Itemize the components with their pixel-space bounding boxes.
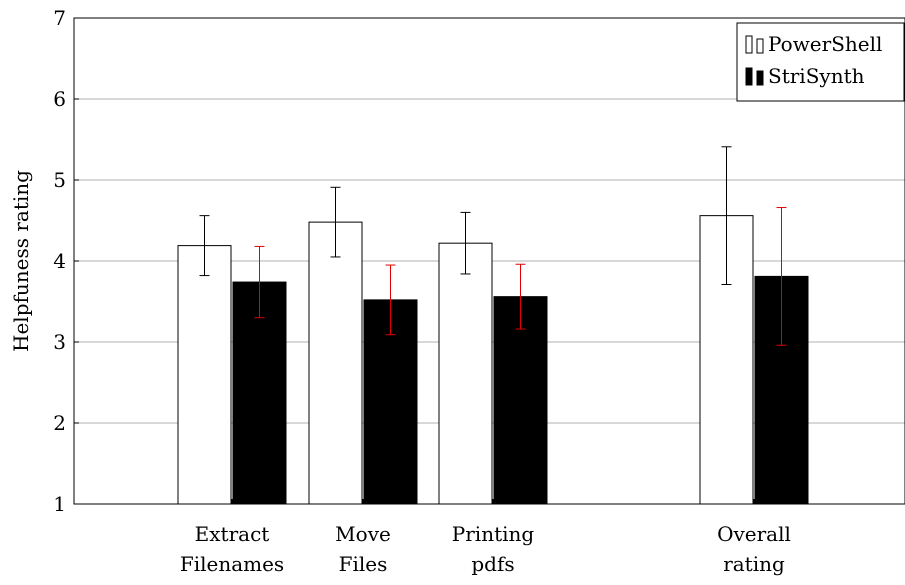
bar-powershell — [438, 242, 493, 505]
y-axis-label: Helpfuness rating — [9, 170, 33, 352]
x-tick-label: Files — [339, 552, 388, 576]
bar-powershell — [177, 245, 232, 505]
x-tick-label: Move — [335, 522, 391, 546]
x-tick-label: Filenames — [180, 552, 284, 576]
legend-box — [736, 22, 905, 102]
y-tick-label: 1 — [53, 492, 66, 516]
y-tick-label: 2 — [53, 411, 66, 435]
bars — [177, 215, 809, 505]
y-tick-label: 3 — [53, 330, 66, 354]
y-axis: 1 2 3 4 5 6 7 — [53, 6, 79, 516]
x-tick-label: Printing — [452, 522, 535, 546]
legend-swatch — [756, 38, 764, 54]
legend-swatch — [745, 67, 753, 86]
legend-label: StriSynth — [768, 64, 865, 88]
bar-powershell — [308, 221, 363, 505]
x-tick-label: Extract — [195, 522, 270, 546]
legend-swatch — [745, 35, 753, 54]
x-axis: Extract Filenames Move Files Printing pdfs Ove… — [180, 499, 791, 576]
legend-label: PowerShell — [768, 32, 882, 56]
y-tick-label: 4 — [53, 249, 66, 273]
bar-strisynth — [232, 281, 287, 505]
x-tick-label: pdfs — [471, 552, 514, 576]
error-bars — [199, 146, 787, 346]
y-tick-label: 6 — [53, 87, 66, 111]
y-tick-label: 5 — [53, 168, 66, 192]
legend-swatch — [756, 70, 764, 86]
legend: PowerShell StriSynth — [736, 22, 905, 102]
y-tick-label: 7 — [53, 6, 66, 30]
x-tick-label: Overall — [717, 522, 791, 546]
x-tick-label: rating — [723, 552, 785, 576]
